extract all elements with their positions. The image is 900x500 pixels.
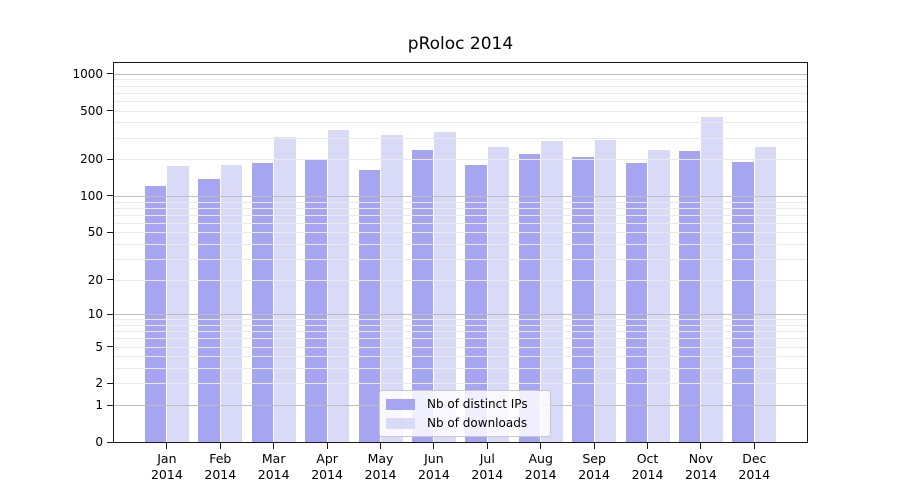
x-label-nov-2014: Nov 2014 [684,451,717,482]
bar-distinct-ips-jul [465,164,487,442]
y-tick-mark-50 [107,231,113,233]
bar-downloads-may [381,135,403,442]
gridline-minor [114,356,807,358]
legend: Nb of distinct IPs Nb of downloads [379,390,551,437]
x-tick-mark-jan [166,443,168,449]
chart-title: pRoloc 2014 [407,34,514,54]
y-tick-label-20: 20 [87,272,103,287]
y-tick-label-200: 200 [80,152,103,167]
y-tick-label-5: 5 [95,339,103,354]
x-label-apr-2014: Apr 2014 [311,451,343,482]
y-tick-label-10: 10 [87,307,103,322]
gridline-minor [114,159,807,161]
bar-distinct-ips-sep [572,156,594,442]
legend-item-downloads: Nb of downloads [386,416,542,430]
gridline-minor [114,279,807,281]
bar-downloads-jan [167,166,189,442]
x-tick-mark-oct [647,443,648,449]
y-tick-label-0: 0 [95,435,103,449]
y-tick-label-1000: 1000 [72,66,103,81]
y-tick-mark-10 [107,313,113,315]
bar-downloads-nov [701,117,723,442]
x-label-dec-2014: Dec 2014 [738,451,771,482]
y-tick-mark-1 [107,404,113,406]
y-tick-label-1: 1 [95,398,103,412]
y-tick-mark-2 [107,382,113,384]
gridline-major [114,195,807,197]
gridline-minor [114,319,807,321]
legend-label-downloads: Nb of downloads [427,416,528,430]
gridline-minor [114,368,807,370]
gridline-minor [114,110,807,112]
gridline-minor [114,100,807,102]
legend-item-distinct-ips: Nb of distinct IPs [386,397,542,411]
x-tick-mark-aug [540,443,542,449]
x-tick-mark-dec [753,443,755,449]
x-label-feb-2014: Feb 2014 [204,451,237,482]
y-tick-label-500: 500 [80,103,103,118]
gridline-minor [114,244,807,245]
gridline-minor [114,331,807,333]
y-tick-mark-500 [107,110,113,111]
x-tick-mark-jul [486,443,488,449]
gridline-minor [114,338,807,340]
x-tick-mark-may [380,443,381,449]
y-tick-mark-200 [107,158,113,160]
y-tick-mark-20 [107,279,113,281]
gridline-minor [114,324,807,326]
legend-swatch-downloads [386,417,415,429]
x-label-sep-2014: Sep 2014 [578,451,610,482]
bar-distinct-ips-may [358,170,380,442]
x-label-jan-2014: Jan 2014 [150,451,183,482]
y-tick-mark-5 [107,346,113,347]
x-label-mar-2014: Mar 2014 [257,451,290,482]
x-label-jun-2014: Jun 2014 [417,451,450,482]
x-label-aug-2014: Aug 2014 [524,451,557,482]
legend-label-distinct-ips: Nb of distinct IPs [427,397,528,411]
gridline-minor [114,85,807,87]
y-tick-mark-0 [107,441,113,443]
y-tick-mark-100 [107,195,113,197]
x-tick-mark-sep [593,443,595,449]
gridline-minor [114,79,807,81]
bar-downloads-aug [541,141,563,442]
gridline-minor [114,222,807,224]
gridline-minor [114,214,807,216]
y-tick-label-50: 50 [87,225,103,240]
gridline-minor [114,207,807,209]
bar-distinct-ips-jan [144,185,167,442]
gridline-minor [114,383,807,385]
gridline-major [114,314,807,316]
bar-distinct-ips-dec [732,161,754,442]
legend-swatch-distinct-ips [386,398,415,410]
x-tick-mark-apr [326,443,328,449]
x-label-oct-2014: Oct 2014 [631,451,664,482]
gridline-minor [114,232,807,234]
bar-downloads-mar [274,136,296,442]
gridline-minor [114,258,807,260]
grid-layer [114,63,807,442]
bar-downloads-jun [434,132,456,442]
y-tick-label-2: 2 [95,376,103,391]
x-label-may-2014: May 2014 [364,451,397,482]
x-tick-mark-feb [219,443,221,449]
bar-distinct-ips-aug [518,153,541,442]
x-tick-mark-nov [700,443,702,449]
y-tick-label-100: 100 [80,188,103,203]
x-tick-mark-jun [433,443,435,449]
x-label-jul-2014: Jul 2014 [471,451,504,482]
plot-area: Nb of distinct IPs Nb of downloads [113,62,808,443]
gridline-minor [114,137,807,139]
gridline-major [114,73,807,75]
x-tick-mark-mar [273,443,275,449]
gridline-minor [114,92,807,94]
bar-distinct-ips-apr [305,159,327,442]
gridline-minor [114,122,807,124]
y-tick-mark-1000 [107,73,113,75]
gridline-minor [114,201,807,203]
gridline-minor [114,346,807,348]
bar-downloads-feb [220,164,243,442]
